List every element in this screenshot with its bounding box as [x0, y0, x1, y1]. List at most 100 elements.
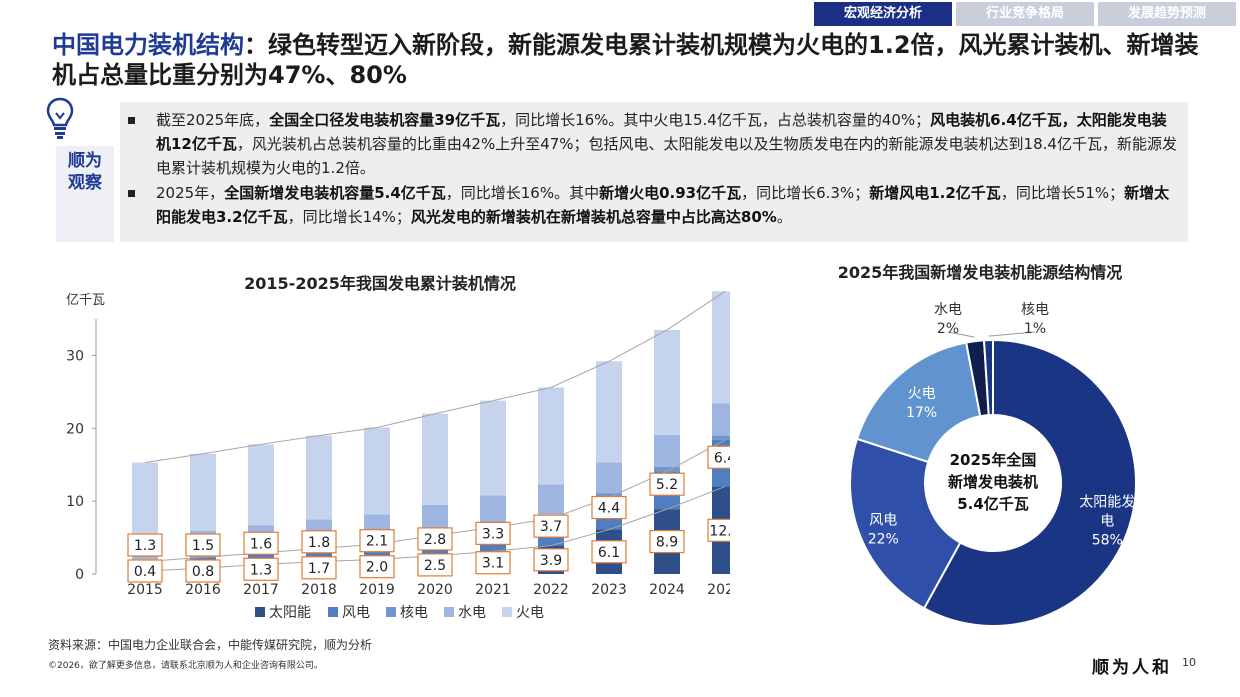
slice-value-label-水电: 2%	[937, 321, 959, 337]
y-tick-label: 10	[66, 494, 84, 510]
bullet1-bold-1: 全国全口径发电装机容量39亿千瓦	[269, 111, 501, 129]
page-number: 10	[1182, 656, 1196, 669]
bullet2-text-1: 2025年，	[156, 184, 225, 202]
solar-data-label: 3.1	[482, 556, 504, 572]
legend-swatch-核电	[386, 607, 396, 617]
legend-swatch-风电	[328, 607, 338, 617]
wind-data-label: 5.2	[656, 477, 678, 493]
cumulative-capacity-bar-chart: 亿千瓦 0 10 20 30 2015 2016 2017 2018 2019 2020 2021 20…	[66, 290, 730, 621]
wind-data-label-box	[649, 472, 685, 496]
observation-label-line2: 观察	[68, 173, 102, 193]
legend-swatch-太阳能	[255, 607, 265, 617]
bar-segment-火电-2025	[712, 291, 730, 404]
solar-data-label: 0.4	[134, 564, 156, 580]
bullet1-bold-2: 风电装机6.4亿千瓦，太阳能发电装机12亿千瓦	[156, 111, 1167, 153]
bullet2-text-4: ，同比增长51%；	[1000, 184, 1125, 202]
page-title-rest: ：绿色转型迈入新阶段，新能源发电累计装机规模为火电的1.2倍，风光累计装机、新增…	[52, 31, 1199, 89]
slice-value-label-火电: 17%	[906, 405, 937, 421]
donut-chart-title: 2025年我国新增发电装机能源结构情况	[837, 263, 1123, 282]
bullet2-text-6: 。	[776, 208, 792, 226]
y-tick-label: 0	[75, 567, 84, 583]
page-title: 中国电力装机结构：绿色转型迈入新阶段，新能源发电累计装机规模为火电的1.2倍，风…	[52, 30, 1202, 90]
slice-name-label-水电: 水电	[934, 302, 962, 318]
solar-data-label: 3.9	[540, 553, 562, 569]
bar-segment-火电-2023	[596, 361, 622, 463]
legend-label-核电: 核电	[400, 605, 428, 621]
y-tick-label: 30	[66, 348, 84, 364]
wind-data-label: 2.1	[366, 534, 388, 550]
tab-industry-competition[interactable]: 行业竞争格局	[956, 2, 1094, 26]
bullet1-text-3: ，风光装机占总装机容量的比重由42%上升至47%；包括风电、太阳能发电以及生物质…	[156, 135, 1177, 177]
legend-label-水电: 水电	[458, 605, 486, 621]
bar-segment-火电-2015	[132, 462, 158, 537]
bar-segment-火电-2020	[422, 413, 448, 505]
x-tick-label: 2023	[591, 582, 627, 598]
slice-name-label-太阳能发电: 太阳能发	[1079, 494, 1135, 510]
donut-center-text: 2025年全国	[950, 451, 1037, 469]
solar-data-label-box	[417, 553, 453, 577]
wind-data-label: 1.5	[192, 538, 214, 554]
bar-segment-火电-2019	[364, 427, 390, 515]
wind-data-label-box	[243, 531, 279, 555]
solar-data-label: 1.3	[250, 562, 272, 578]
slice-name-label-风电: 风电	[869, 512, 897, 528]
bar-chart-title: 2015-2025年我国发电累计装机情况	[244, 274, 516, 293]
bar-segment-水电-2020	[422, 504, 448, 532]
bar-segment-火电-2017	[248, 444, 274, 526]
solar-data-label-box	[649, 529, 685, 554]
donut-slice-风电	[849, 437, 962, 610]
tab-macro-economy[interactable]: 宏观经济分析	[814, 2, 952, 26]
legend-swatch-火电	[502, 607, 512, 617]
solar-data-label-box	[591, 540, 627, 564]
wind-data-label: 4.4	[598, 501, 620, 517]
donut-hole	[926, 416, 1060, 550]
wind-data-label: 6.4	[714, 450, 730, 466]
donut-slice-火电	[855, 341, 982, 464]
total-trend-line	[144, 290, 726, 464]
wind-data-label: 1.8	[308, 535, 330, 551]
slice-name-label-太阳能发电: 电	[1100, 513, 1114, 529]
tab-trend-forecast[interactable]: 发展趋势预测	[1098, 2, 1236, 26]
bullet2-bold-1: 全国新增发电装机容量5.4亿千瓦	[224, 184, 446, 202]
observation-bullet-1: 截至2025年底，全国全口径发电装机容量39亿千瓦，同比增长16%。其中火电15…	[128, 108, 1180, 180]
wind-data-label: 3.7	[540, 519, 562, 535]
bar-segment-核电-2025	[712, 435, 730, 440]
wind-data-label-box	[185, 533, 221, 557]
x-tick-label: 2025	[707, 582, 730, 598]
bullet2-text-3: ，同比增长6.3%；	[741, 184, 870, 202]
slice-name-label-火电: 火电	[908, 386, 936, 402]
legend-label-太阳能: 太阳能	[269, 605, 311, 621]
solar-data-label-box	[533, 548, 569, 572]
company-logo: 顺为人和	[1092, 658, 1172, 678]
page-title-highlight: 中国电力装机结构	[52, 31, 244, 59]
wind-data-label-box	[359, 529, 395, 553]
y-tick-label: 20	[66, 421, 84, 437]
observation-box	[120, 102, 1188, 242]
wind-data-label-box	[533, 514, 569, 538]
bar-segment-火电-2018	[306, 435, 332, 520]
solar-data-label: 12.0	[709, 523, 730, 539]
bullet2-bold-5: 风光发电的新增装机在新增装机总容量中占比高达80%	[410, 208, 777, 226]
solar-data-label: 2.0	[366, 560, 388, 576]
slice-value-label-太阳能发电: 58%	[1092, 532, 1123, 548]
observation-label-line1: 顺为	[68, 151, 102, 171]
bullet1-text-2: ，同比增长16%。其中火电15.4亿千瓦，占总装机容量的40%；	[500, 111, 931, 129]
donut-center-text: 新增发电装机	[948, 473, 1038, 491]
x-tick-label: 2017	[243, 582, 279, 598]
lightbulb-icon	[46, 97, 74, 139]
bar-segment-水电-2025	[712, 403, 730, 436]
bullet2-bold-4: 新增太阳能发电3.2亿千瓦	[156, 184, 1170, 226]
solar-data-label: 6.1	[598, 545, 620, 561]
x-tick-label: 2022	[533, 582, 569, 598]
legend-label-风电: 风电	[342, 605, 370, 621]
wind-data-label-box	[591, 495, 627, 520]
bullet2-bold-2: 新增火电0.93亿千瓦	[599, 184, 742, 202]
legend-swatch-水电	[444, 607, 454, 617]
bar-segment-火电-2022	[538, 387, 564, 485]
copyright-note: ©2026，欲了解更多信息，请联系北京顺为人和企业咨询有限公司。	[48, 661, 323, 671]
wind-data-label-box	[301, 530, 337, 554]
leader-line-水电	[947, 331, 975, 338]
wind-data-label: 3.3	[482, 526, 504, 542]
wind-data-label: 2.8	[424, 532, 446, 548]
slice-value-label-风电: 22%	[868, 531, 899, 547]
